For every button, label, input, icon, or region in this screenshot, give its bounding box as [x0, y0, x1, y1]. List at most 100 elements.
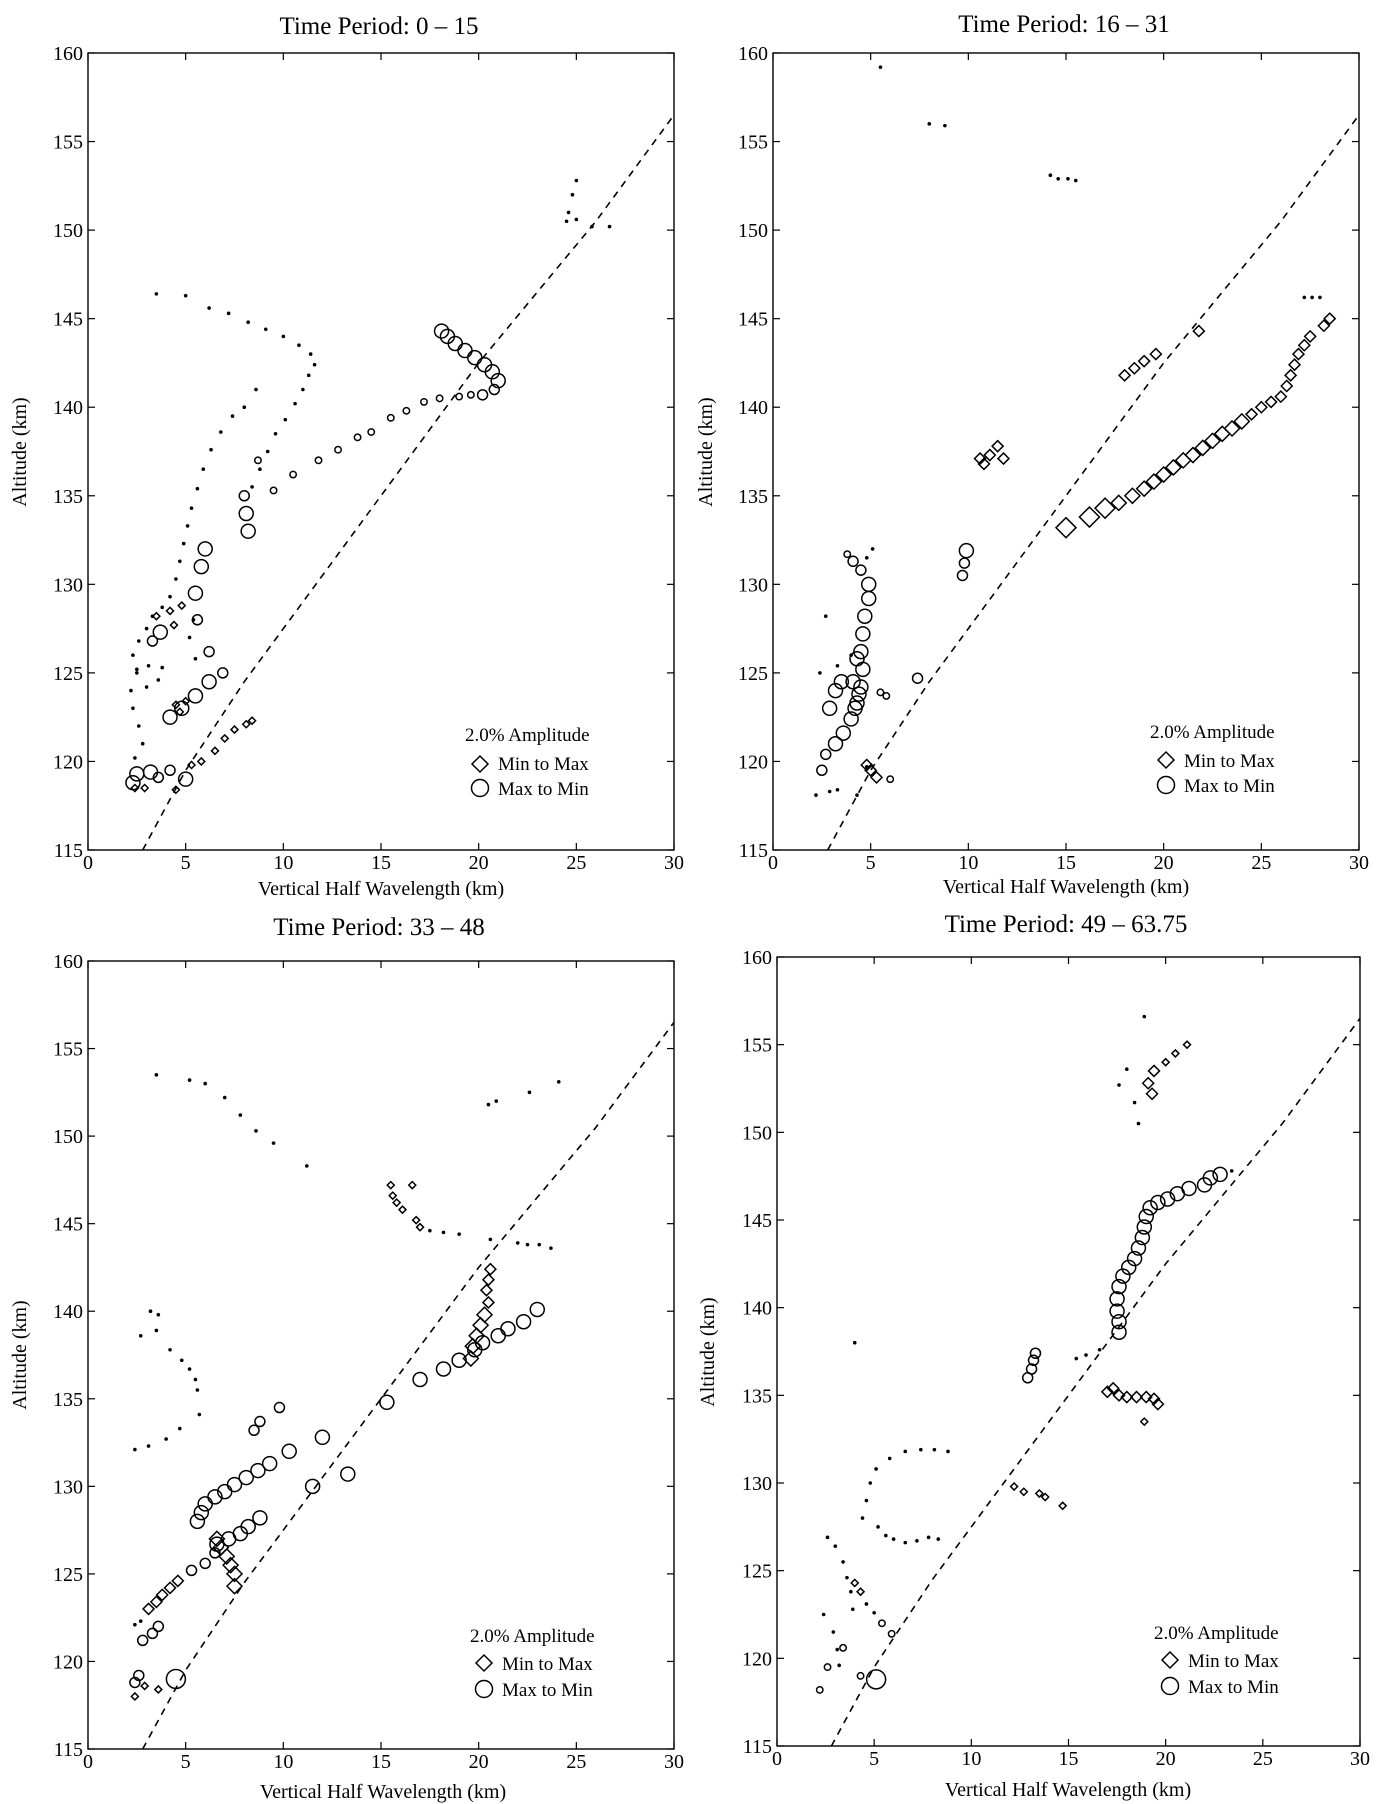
small-amplitude-point — [1125, 1067, 1129, 1071]
small-amplitude-point — [919, 1448, 923, 1452]
small-amplitude-point — [855, 793, 859, 797]
small-amplitude-point — [1049, 173, 1053, 177]
y-tick-label: 150 — [53, 1126, 83, 1148]
y-tick-label: 145 — [53, 1214, 83, 1236]
y-tick-label: 160 — [742, 947, 772, 969]
panel-4-y-axis-label: Altitude (km) — [697, 1297, 719, 1406]
small-amplitude-point — [135, 668, 139, 672]
small-amplitude-point — [266, 450, 270, 454]
small-amplitude-point — [149, 1309, 153, 1313]
small-amplitude-point — [186, 524, 190, 528]
panel-4-legend-min-to-max: Min to Max — [1188, 1651, 1279, 1672]
small-amplitude-point — [194, 1378, 198, 1382]
small-amplitude-point — [865, 765, 869, 769]
x-tick-label: 10 — [273, 852, 293, 874]
small-amplitude-point — [196, 487, 200, 491]
x-tick-label: 30 — [664, 852, 684, 874]
small-amplitude-point — [227, 312, 231, 316]
small-amplitude-point — [590, 225, 594, 229]
small-amplitude-point — [231, 414, 235, 418]
small-amplitude-point — [196, 1388, 200, 1392]
small-amplitude-point — [1318, 296, 1322, 300]
y-tick-label: 115 — [743, 1736, 772, 1758]
x-tick-label: 30 — [664, 1751, 684, 1773]
small-amplitude-point — [192, 618, 196, 622]
small-amplitude-point — [936, 1537, 940, 1541]
small-amplitude-point — [135, 671, 139, 675]
y-tick-label: 155 — [738, 132, 768, 154]
small-amplitude-point — [487, 1103, 491, 1107]
small-amplitude-point — [174, 577, 178, 581]
small-amplitude-point — [861, 1516, 865, 1520]
small-amplitude-point — [188, 636, 192, 640]
small-amplitude-point — [155, 1073, 159, 1077]
small-amplitude-point — [494, 1099, 498, 1103]
panel-1-x-axis-label: Vertical Half Wavelength (km) — [258, 878, 504, 900]
small-amplitude-point — [178, 1427, 182, 1431]
panel-2-title: Time Period: 16 – 31 — [958, 11, 1170, 38]
small-amplitude-point — [824, 614, 828, 618]
small-amplitude-point — [828, 790, 832, 794]
x-tick-label: 15 — [371, 1751, 391, 1773]
small-amplitude-point — [133, 756, 137, 760]
y-tick-label: 125 — [738, 663, 768, 685]
small-amplitude-point — [888, 1457, 892, 1461]
small-amplitude-point — [168, 595, 172, 599]
small-amplitude-point — [188, 1078, 192, 1082]
y-tick-label: 140 — [738, 397, 768, 419]
x-tick-label: 20 — [1156, 1748, 1176, 1770]
panel-3-y-axis-label: Altitude (km) — [9, 1300, 31, 1409]
x-tick-label: 0 — [772, 1748, 782, 1770]
small-amplitude-point — [876, 1525, 880, 1529]
panel-2-y-axis-label: Altitude (km) — [695, 397, 717, 506]
x-tick-label: 10 — [961, 1748, 981, 1770]
y-tick-label: 130 — [738, 574, 768, 596]
y-tick-label: 155 — [742, 1035, 772, 1057]
small-amplitude-point — [526, 1243, 530, 1247]
small-amplitude-point — [133, 1623, 137, 1627]
y-tick-label: 115 — [739, 840, 768, 862]
small-amplitude-point — [933, 1448, 937, 1452]
small-amplitude-point — [943, 124, 947, 128]
panel-3-x-axis-label: Vertical Half Wavelength (km) — [260, 1781, 506, 1803]
y-tick-label: 135 — [53, 486, 83, 508]
y-tick-label: 120 — [53, 1651, 83, 1673]
x-tick-label: 5 — [866, 852, 876, 874]
y-tick-label: 130 — [53, 1476, 83, 1498]
y-tick-label: 120 — [53, 751, 83, 773]
small-amplitude-point — [575, 218, 579, 222]
small-amplitude-point — [258, 467, 262, 471]
x-tick-label: 5 — [869, 1748, 879, 1770]
small-amplitude-point — [188, 1367, 192, 1371]
x-tick-label: 15 — [371, 852, 391, 874]
small-amplitude-point — [608, 225, 612, 229]
y-tick-label: 145 — [738, 309, 768, 331]
y-tick-label: 155 — [53, 1039, 83, 1061]
y-tick-label: 160 — [53, 43, 83, 65]
panel-3-legend-amplitude: 2.0% Amplitude — [470, 1626, 595, 1647]
small-amplitude-point — [1303, 296, 1307, 300]
small-amplitude-point — [1133, 1101, 1137, 1105]
panel-3-title: Time Period: 33 – 48 — [273, 914, 485, 941]
y-tick-label: 125 — [742, 1561, 772, 1583]
small-amplitude-point — [160, 606, 164, 610]
y-tick-label: 130 — [53, 574, 83, 596]
panel-2-x-axis-label: Vertical Half Wavelength (km) — [943, 876, 1189, 898]
y-tick-label: 145 — [742, 1210, 772, 1232]
small-amplitude-point — [871, 547, 875, 551]
y-tick-label: 140 — [53, 397, 83, 419]
y-tick-label: 115 — [54, 840, 83, 862]
small-amplitude-point — [872, 1611, 876, 1615]
small-amplitude-point — [834, 1544, 838, 1548]
small-amplitude-point — [155, 1329, 159, 1333]
small-amplitude-point — [254, 388, 258, 392]
small-amplitude-point — [927, 1536, 931, 1540]
small-amplitude-point — [849, 1590, 853, 1594]
x-tick-label: 10 — [958, 852, 978, 874]
y-tick-label: 150 — [742, 1122, 772, 1144]
small-amplitude-point — [301, 388, 305, 392]
small-amplitude-point — [274, 432, 278, 436]
small-amplitude-point — [246, 320, 250, 324]
small-amplitude-point — [946, 1450, 950, 1454]
small-amplitude-point — [845, 1576, 849, 1580]
